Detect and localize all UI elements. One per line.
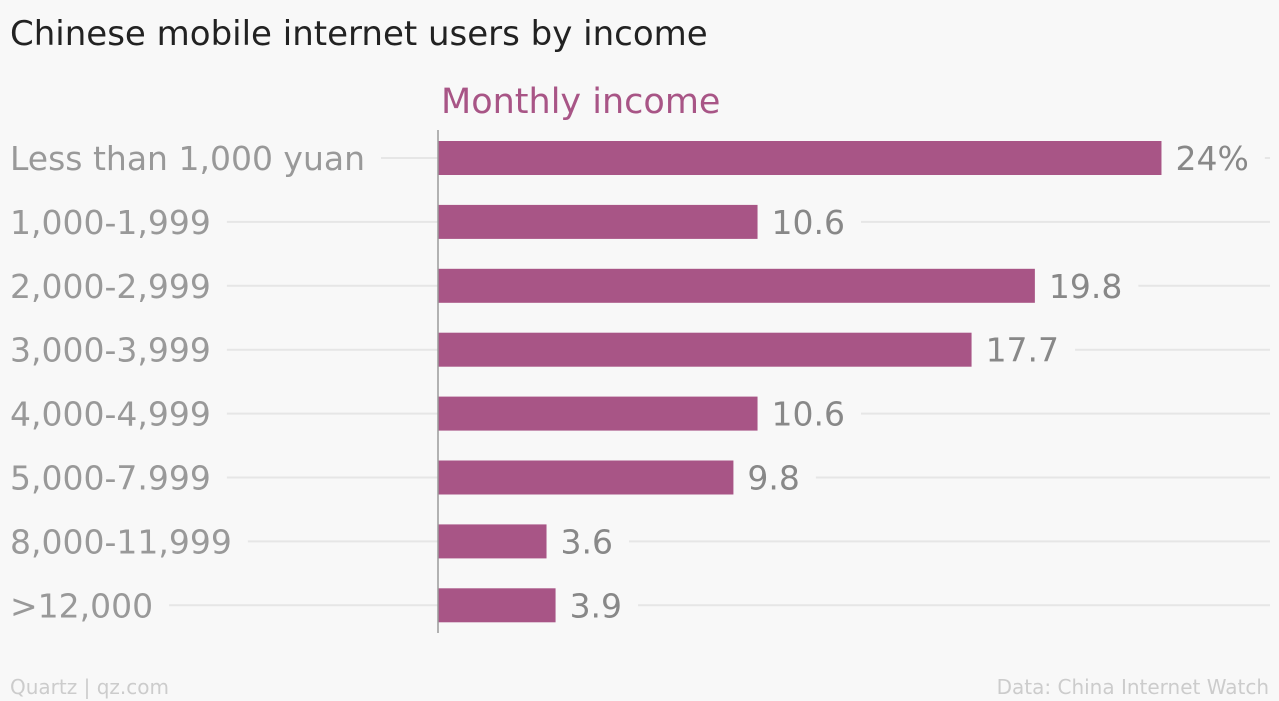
- category-label: Less than 1,000 yuan: [10, 139, 365, 178]
- value-label: 10.6: [772, 203, 845, 242]
- category-label: 8,000-11,999: [10, 522, 232, 561]
- value-label: 3.9: [570, 586, 622, 625]
- category-label: 2,000-2,999: [10, 267, 211, 306]
- bar: [438, 141, 1162, 175]
- bar: [438, 588, 556, 623]
- value-label: 17.7: [986, 331, 1059, 370]
- gridlines: [169, 157, 1270, 607]
- value-labels: 24% 10.6 19.8 17.7 10.6 9.8 3.6 3.9: [561, 139, 1249, 625]
- series-label: Monthly income: [441, 82, 720, 122]
- footer-source-right: Data: China Internet Watch: [996, 675, 1269, 699]
- category-label: 5,000-7.999: [10, 459, 211, 498]
- bar: [438, 332, 972, 367]
- value-label: 19.8: [1049, 267, 1122, 306]
- footer-source-left: Quartz | qz.com: [10, 675, 169, 699]
- value-label: 3.6: [561, 522, 613, 561]
- bar: [438, 396, 758, 431]
- category-labels: Less than 1,000 yuan 1,000-1,999 2,000-2,9…: [10, 139, 365, 625]
- category-label: 3,000-3,999: [10, 331, 211, 370]
- bar: [438, 204, 758, 239]
- value-label: 10.6: [772, 395, 845, 434]
- value-label: 24%: [1175, 139, 1248, 178]
- category-label: 1,000-1,999: [10, 203, 211, 242]
- category-label: 4,000-4,999: [10, 395, 211, 434]
- category-label: >12,000: [10, 586, 153, 625]
- chart-title: Chinese mobile internet users by income: [10, 14, 708, 54]
- bar: [438, 524, 547, 559]
- bar: [438, 268, 1035, 303]
- bars: [438, 141, 1162, 623]
- bar: [438, 460, 734, 495]
- value-label: 9.8: [747, 459, 799, 498]
